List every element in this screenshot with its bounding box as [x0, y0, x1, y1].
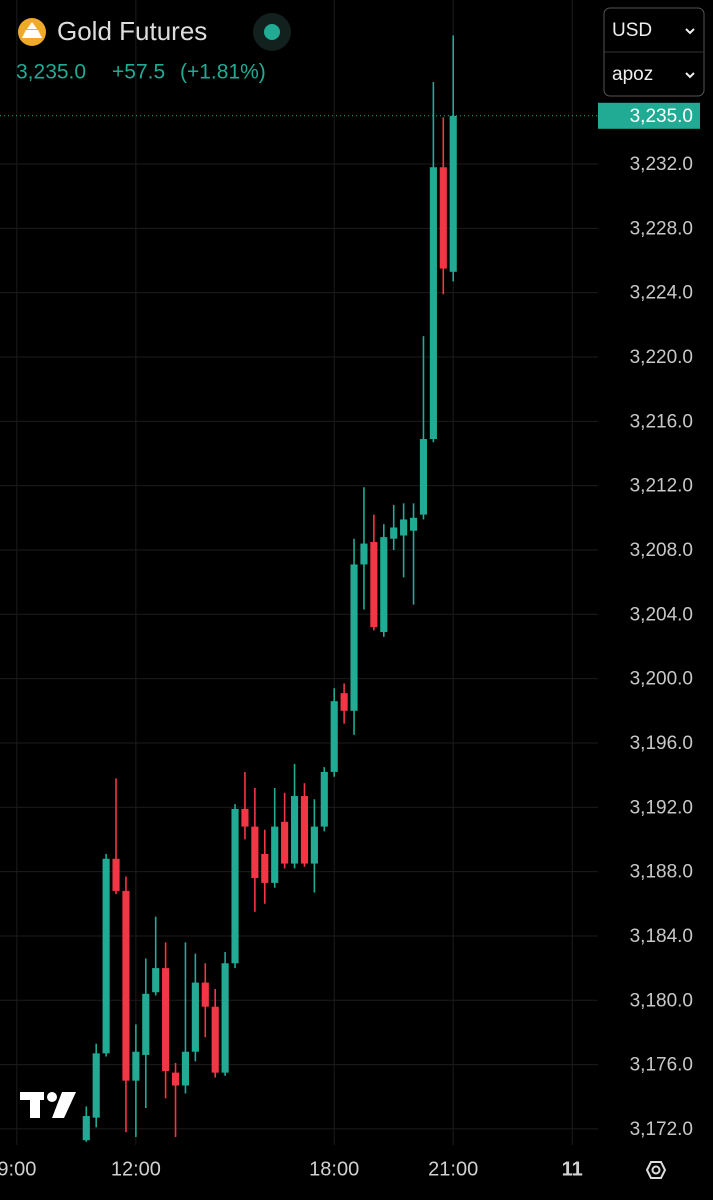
y-tick-label: 3,212.0 — [630, 476, 693, 497]
candle-body — [152, 968, 160, 993]
candle-body — [281, 821, 289, 864]
candle-body — [300, 796, 309, 864]
candle-body — [409, 517, 418, 531]
chevron — [685, 28, 695, 35]
settings-button[interactable] — [645, 1161, 667, 1179]
candle-body — [380, 537, 388, 633]
y-tick-label: 3,172.0 — [630, 1119, 693, 1140]
y-tick-label: 3,176.0 — [630, 1055, 693, 1076]
y-tick-label: 3,220.0 — [630, 347, 693, 368]
candle-body — [439, 167, 447, 269]
candle-body — [132, 1051, 140, 1081]
x-tick-label: 9:00 — [0, 1158, 36, 1180]
y-tick-label: 3,224.0 — [630, 283, 693, 304]
candle-body — [171, 1072, 180, 1086]
candle-body — [231, 808, 239, 964]
symbol-name: Gold Futures — [57, 16, 207, 46]
y-tick-label: 3,200.0 — [630, 669, 693, 690]
candle-body — [261, 853, 269, 883]
y-tick-label: 3,196.0 — [630, 733, 693, 754]
candle-body — [251, 826, 259, 879]
candle-body — [320, 771, 328, 827]
candle-body — [360, 543, 368, 565]
candle-body — [82, 1116, 90, 1141]
y-tick-label: 3,232.0 — [630, 154, 693, 175]
y-tick-label: 3,184.0 — [630, 926, 693, 947]
x-tick-label: 12:00 — [111, 1158, 161, 1180]
price-change: +57.5 — [112, 61, 165, 84]
candle-body — [112, 858, 120, 891]
candle-body — [142, 993, 150, 1055]
candle-body — [390, 527, 398, 539]
interval-select[interactable]: apoz — [612, 64, 653, 85]
last-price: 3,235.0 — [16, 61, 86, 84]
candle-body — [162, 968, 170, 1072]
y-tick-label: 3,192.0 — [630, 797, 693, 818]
candle-body — [340, 693, 348, 711]
x-tick-label: 18:00 — [309, 1158, 359, 1180]
candle-body — [191, 982, 199, 1052]
candle-body — [122, 890, 130, 1081]
candle-body — [290, 796, 299, 864]
candle-body — [271, 826, 279, 883]
settings-icon-core — [651, 1165, 661, 1175]
y-tick-label: 3,188.0 — [630, 862, 693, 883]
candle-body — [400, 519, 408, 536]
x-tick-label: 21:00 — [428, 1158, 478, 1180]
currency-select[interactable]: USD — [612, 20, 652, 41]
price-change-pct: (+1.81%) — [180, 61, 266, 84]
y-tick-label: 3,180.0 — [630, 990, 693, 1011]
y-tick-label: 3,216.0 — [630, 411, 693, 432]
candle-body — [241, 808, 249, 827]
candle-body — [330, 701, 338, 772]
candle-body — [449, 115, 457, 272]
symbol-icon-glyph — [22, 22, 42, 38]
y-tick-label: 3,228.0 — [630, 218, 693, 239]
candle-body — [92, 1053, 100, 1118]
y-tick-label: 3,204.0 — [630, 604, 693, 625]
candle-body — [201, 982, 209, 1007]
candle-body — [211, 1006, 219, 1073]
x-tick-label: 11 — [562, 1158, 583, 1180]
candle-body — [310, 826, 318, 864]
chevron — [685, 72, 695, 79]
status-dot — [264, 24, 280, 40]
last-price-badge — [598, 102, 700, 129]
candle-body — [102, 858, 110, 1054]
tv-logo — [20, 1092, 76, 1118]
candle-body — [419, 439, 428, 515]
candle-body — [370, 541, 378, 628]
last-price-label: 3,235.0 — [630, 106, 693, 127]
candle-body — [350, 564, 358, 711]
candle-body — [221, 963, 229, 1073]
candle-body — [429, 167, 437, 440]
y-tick-label: 3,208.0 — [630, 540, 693, 561]
candle-body — [181, 1051, 190, 1086]
